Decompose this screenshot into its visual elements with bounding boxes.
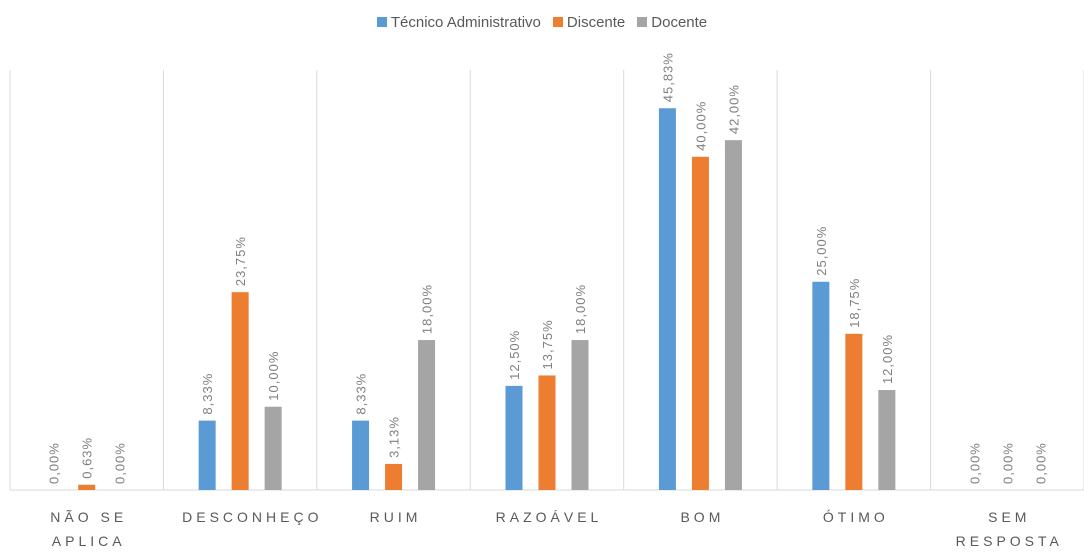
value-label: 40,00% (693, 101, 708, 151)
value-label: 12,00% (880, 334, 895, 384)
value-label: 0,00% (1000, 442, 1015, 484)
bar (505, 385, 523, 490)
value-label: 0,00% (1033, 442, 1048, 484)
value-label: 8,33% (200, 373, 215, 415)
value-label: 0,00% (47, 442, 62, 484)
x-tick-label: NÃO SE APLICA (50, 509, 128, 549)
legend-label: Técnico Administrativo (390, 14, 541, 31)
value-label: 23,75% (233, 236, 248, 286)
x-tick-label: SEM RESPOSTA (955, 509, 1063, 549)
x-tick-label: BOM (680, 509, 725, 525)
legend-label: Docente (651, 14, 708, 31)
bar (418, 340, 436, 490)
bar (571, 340, 589, 490)
value-label: 0,00% (967, 442, 982, 484)
bar (658, 108, 676, 491)
value-label: 25,00% (814, 226, 829, 276)
value-label: 42,00% (726, 84, 741, 134)
legend-item: Docente (637, 14, 707, 31)
bar (691, 156, 709, 491)
bar (78, 484, 96, 490)
value-label: 8,33% (354, 373, 369, 415)
value-label: 12,50% (507, 330, 522, 380)
x-tick-label: RUIM (369, 509, 422, 525)
legend-swatch (552, 17, 563, 27)
bar (198, 420, 216, 490)
value-label: 18,75% (847, 278, 862, 328)
bar (264, 406, 282, 490)
legend: Técnico Administrativo Discente Docente (0, 14, 1084, 31)
legend-swatch (637, 17, 648, 27)
bar (538, 375, 556, 490)
bar (385, 463, 403, 490)
bar (352, 420, 370, 490)
value-label: 3,13% (387, 416, 402, 458)
value-label: 10,00% (266, 351, 281, 401)
bar (724, 140, 742, 490)
legend-label: Discente (566, 14, 626, 31)
value-label: 18,00% (420, 284, 435, 334)
value-label: 0,00% (113, 442, 128, 484)
bar (231, 292, 249, 490)
bar (812, 281, 830, 490)
value-label: 13,75% (540, 319, 555, 369)
value-label: 0,63% (80, 437, 95, 479)
legend-swatch (376, 17, 387, 27)
x-tick-label: DESCONHEÇO (182, 509, 323, 525)
x-tick-label: RAZOÁVEL (495, 509, 603, 525)
legend-item: Discente (552, 14, 626, 31)
bar (845, 333, 863, 490)
legend-item: Técnico Administrativo (376, 14, 541, 31)
value-label: 18,00% (573, 284, 588, 334)
x-tick-label: ÓTIMO (822, 509, 889, 525)
value-label: 45,83% (660, 52, 675, 102)
bar (878, 390, 896, 490)
